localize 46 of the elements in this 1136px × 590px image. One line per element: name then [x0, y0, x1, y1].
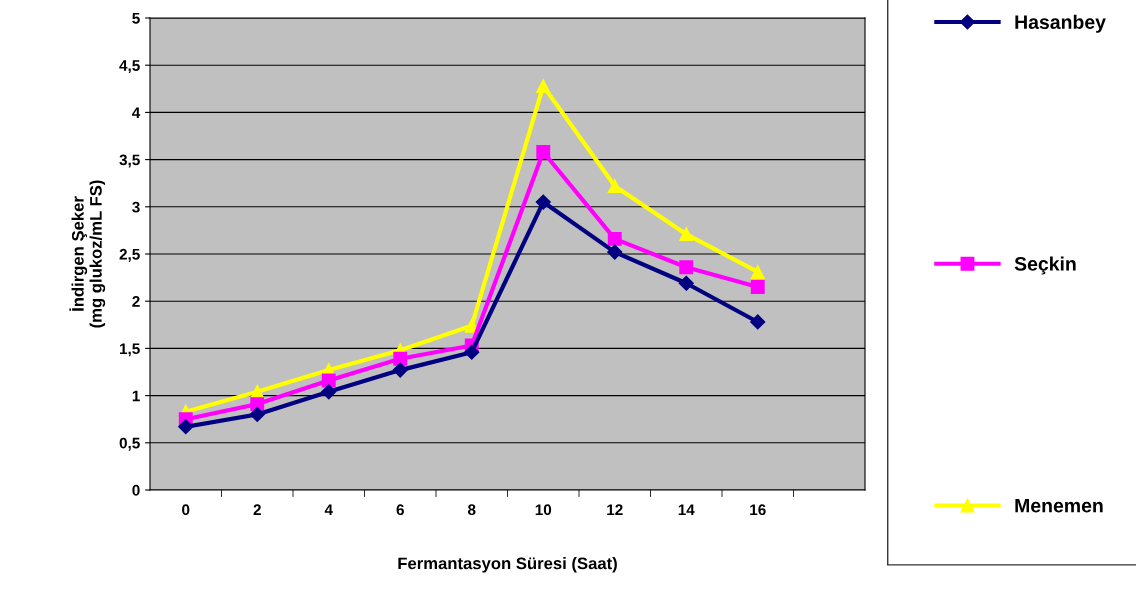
- x-tick-label: 8: [467, 504, 476, 516]
- point: [393, 351, 408, 366]
- x-tick-label: 16: [750, 504, 766, 516]
- y-tick-label: 1: [132, 390, 140, 402]
- point: [536, 79, 551, 93]
- point: [321, 384, 337, 400]
- y-tick-label: 5: [132, 13, 140, 24]
- y-tick-label: 3,5: [119, 154, 140, 168]
- point: [678, 275, 694, 291]
- y-axis-title: İndirgen Şeker (mg glukoz/mL FS): [69, 180, 106, 328]
- point: [750, 314, 766, 330]
- point: [392, 362, 408, 378]
- point: [750, 280, 765, 294]
- y-tick-label: 0,5: [119, 437, 140, 451]
- x-tick-label: 0: [182, 504, 190, 516]
- point: [178, 419, 194, 435]
- point: [250, 397, 265, 412]
- y-tick-label: 3: [132, 201, 140, 213]
- point: [607, 231, 622, 246]
- legend-label: Seçkin: [1014, 256, 1076, 275]
- x-tick-label: 6: [396, 504, 404, 516]
- point: [464, 344, 480, 360]
- y-tick-label: 4,5: [119, 60, 140, 74]
- y-tick-label: 0: [132, 484, 140, 496]
- x-tick-label: 2: [253, 504, 261, 515]
- x-tick-label: 14: [678, 504, 695, 515]
- point: [536, 145, 551, 159]
- point: [607, 179, 622, 193]
- x-axis-title: Fermantasyon Süresi (Saat): [398, 557, 617, 573]
- y-tick-label: 4: [132, 107, 141, 118]
- x-tick-label: 12: [607, 504, 623, 515]
- legend-label: Hasanbey: [1015, 14, 1106, 33]
- point: [679, 260, 694, 275]
- x-tick-label: 4: [324, 504, 333, 515]
- y-tick-label: 1,5: [120, 343, 140, 357]
- point: [535, 194, 551, 210]
- y-tick-label: 2,5: [119, 248, 140, 262]
- y-tick-label: 2: [132, 296, 140, 307]
- point: [321, 373, 336, 388]
- point: [750, 264, 765, 279]
- point: [249, 406, 265, 423]
- legend-label: Menemen: [1015, 498, 1103, 513]
- point: [607, 244, 623, 260]
- point: [464, 318, 479, 333]
- point: [679, 227, 694, 242]
- x-tick-label: 10: [535, 504, 552, 516]
